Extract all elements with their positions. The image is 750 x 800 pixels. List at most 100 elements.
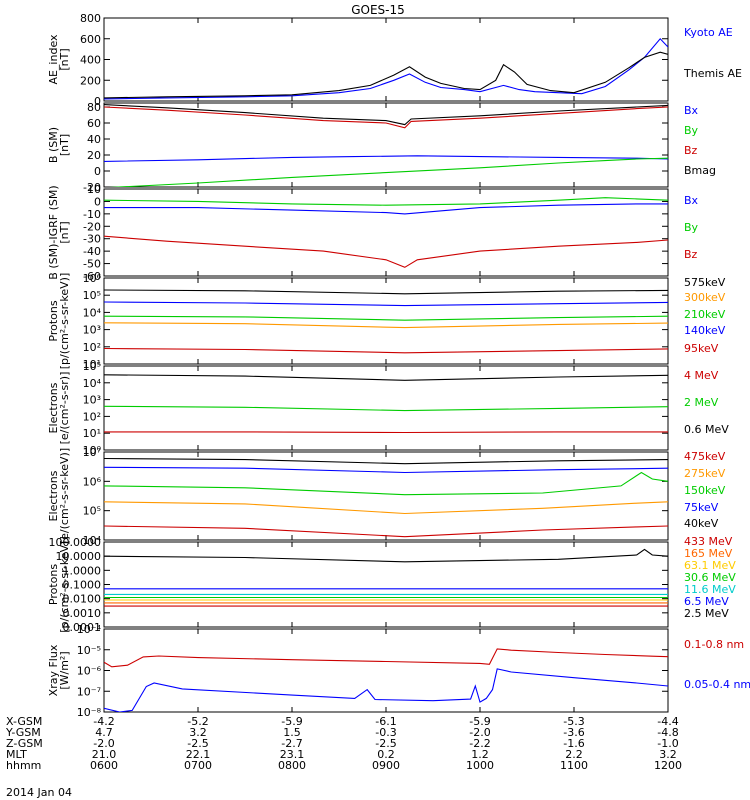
ephemeris-value: -5.9	[469, 715, 490, 728]
legend-entry: 300keV	[684, 291, 726, 304]
y-tick-label: -20	[83, 220, 101, 233]
y-tick-label: 10⁶	[83, 272, 102, 285]
legend-entry: By	[684, 221, 699, 234]
ephemeris-value: -6.1	[375, 715, 396, 728]
y-tick-label: 10	[87, 183, 101, 196]
y-tick-label: -20	[83, 181, 101, 194]
y-tick-label: 10²	[83, 341, 101, 354]
panel-4: 10¹ 10² 10³ 10⁴ 10⁵ 10⁶ Protons[p/(cm²-s-sr-ke…	[47, 272, 726, 371]
y-tick-label: 200	[80, 74, 101, 87]
panel-frame	[103, 17, 669, 102]
series-line-0-05-0-4-nm	[104, 668, 668, 712]
legend-entry: Bmag	[684, 164, 716, 177]
y-axis-label: AE_index	[47, 34, 60, 85]
chart-title: GOES-15	[351, 3, 405, 17]
legend-entry: 2 MeV	[684, 396, 719, 409]
panel-5: 10⁰ 10¹ 10² 10³ 10⁴ 10⁵ Electrons[e/(cm²-s-sr)…	[47, 360, 729, 457]
legend-entry: 30.6 MeV	[684, 571, 736, 584]
ephemeris-value: -2.5	[187, 737, 208, 750]
y-tick-label: 10¹	[83, 427, 101, 440]
ephemeris-table: X-GSM -4.2 -5.2 -5.9 -6.1 -5.9 -5.3 -4.4 Y-GSM 4.…	[5, 715, 682, 772]
ephemeris-value: 22.1	[186, 748, 211, 761]
legend-entry: Bx	[684, 194, 699, 207]
y-axis-label: [p/(cm²-s-sr-keV)]	[58, 273, 71, 370]
ephemeris-value: 1.2	[471, 748, 489, 761]
panel-6: 10⁴ 10⁵ 10⁶ 10⁷ Electrons[e/(cm²-s-sr-keV)] 4…	[47, 446, 726, 547]
y-tick-label: 10²	[83, 410, 101, 423]
y-axis-label: B (SM)-IGRF (SM)	[47, 185, 60, 279]
legend-entry: 0.6 MeV	[684, 423, 729, 436]
legend-entry: Bx	[684, 104, 699, 117]
ephemeris-value: -5.9	[281, 715, 302, 728]
legend-entry: 140keV	[684, 324, 726, 337]
ephemeris-value: 23.1	[280, 748, 305, 761]
ephemeris-value: 1.5	[283, 726, 301, 739]
legend-entry: By	[684, 124, 699, 137]
panel-2: -20 0 20 40 60 80 B (SM)[nT] Bx By Bz Bmag	[47, 101, 716, 194]
y-tick-label: 100.0000	[49, 536, 102, 549]
legend-entry: 0.1-0.8 nm	[684, 638, 744, 651]
ephemeris-value: 1200	[654, 759, 682, 772]
y-tick-label: 10⁵	[83, 360, 101, 373]
legend-entry: 2.5 MeV	[684, 607, 729, 620]
ephemeris-value: -5.3	[563, 715, 584, 728]
series-line-bz	[104, 235, 668, 268]
panel-frame	[103, 102, 669, 188]
series-line-2-mev	[104, 405, 668, 412]
ephemeris-row-label: Z-GSM	[6, 737, 43, 750]
y-tick-label: 800	[80, 12, 101, 25]
y-tick-label: 10.0000	[56, 550, 102, 563]
ephemeris-value: -1.6	[563, 737, 584, 750]
y-tick-label: 0.0100	[63, 593, 102, 606]
series-line-bz	[104, 106, 668, 129]
legend-entry: 210keV	[684, 308, 726, 321]
y-axis-label: [nT]	[58, 221, 71, 243]
y-tick-label: 10⁴	[83, 377, 102, 390]
y-tick-label: -10	[83, 208, 101, 221]
series-line-275kev	[104, 501, 668, 515]
legend-entry: 475keV	[684, 450, 726, 463]
ephemeris-value: -2.5	[375, 737, 396, 750]
series-line-475kev	[104, 525, 668, 538]
series-line-575kev	[104, 289, 668, 295]
date-label: 2014 Jan 04	[6, 786, 72, 799]
y-tick-label: 1.0000	[63, 564, 102, 577]
y-tick-label: 10⁶	[83, 475, 102, 488]
series-line-300kev	[104, 322, 668, 329]
series-line-kyoto-ae	[104, 37, 668, 100]
y-axis-label: Protons	[47, 564, 60, 605]
y-axis-label: [e/(cm²-s-sr)]	[58, 372, 71, 445]
ephemeris-value: 0.2	[377, 748, 395, 761]
series-line-bx	[104, 155, 668, 162]
ephemeris-value: 4.7	[95, 726, 113, 739]
ephemeris-value: -1.0	[657, 737, 678, 750]
ephemeris-value: 21.0	[92, 748, 117, 761]
y-tick-label: 10¹	[83, 358, 101, 371]
y-tick-label: 10⁷	[83, 446, 101, 459]
series-line-0-6-mev	[104, 374, 668, 381]
series-line-140kev	[104, 301, 668, 307]
legend-entry: 95keV	[684, 342, 719, 355]
y-axis-label: Protons	[47, 300, 60, 341]
y-axis-label: Electrons	[47, 382, 60, 433]
legend-entry: 150keV	[684, 484, 726, 497]
y-tick-label: 0	[94, 95, 101, 108]
legend-entry: 75keV	[684, 501, 719, 514]
panel-frame	[103, 451, 669, 541]
y-tick-label: 0	[94, 165, 101, 178]
y-tick-label: 10⁻⁴	[77, 623, 102, 636]
ephemeris-value: 1100	[560, 759, 588, 772]
y-tick-label: 10⁻⁶	[77, 665, 102, 678]
ephemeris-value: 3.2	[189, 726, 207, 739]
series-line-by	[104, 197, 668, 206]
legend-entry: 63.1 MeV	[684, 559, 736, 572]
y-axis-label: [W/m²]	[58, 651, 71, 689]
ephemeris-value: 3.2	[659, 748, 677, 761]
ephemeris-value: -4.2	[93, 715, 114, 728]
ephemeris-value: 0800	[278, 759, 306, 772]
series-line-themis-ae	[104, 51, 668, 99]
